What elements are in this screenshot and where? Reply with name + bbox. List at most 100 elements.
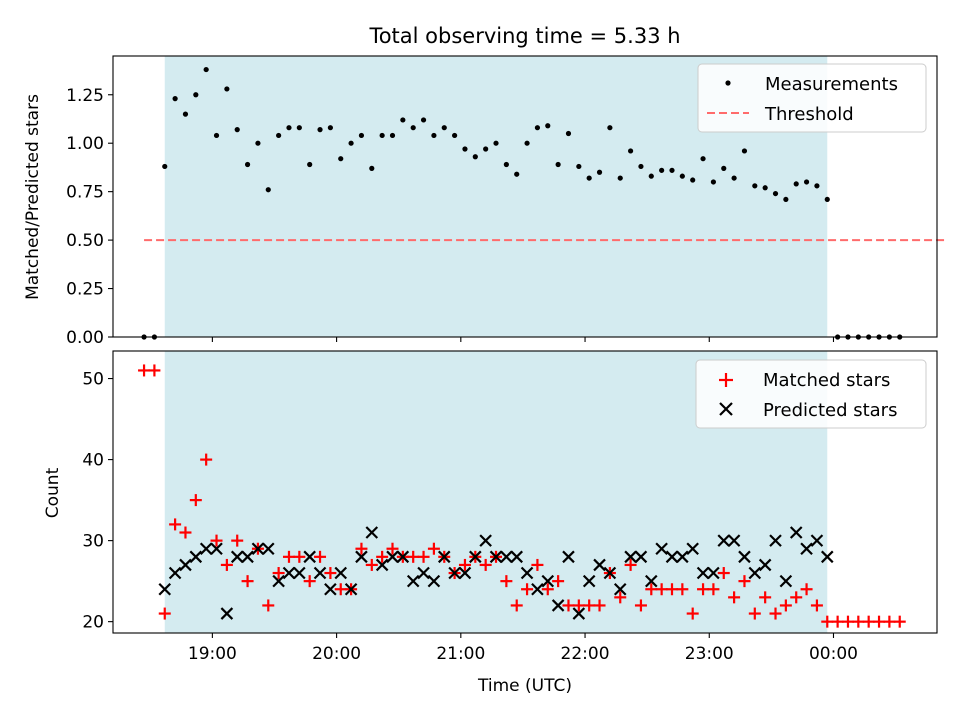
predicted-star-point [810, 534, 824, 547]
matched-star-point [810, 599, 823, 612]
matched-star-point [334, 583, 347, 596]
predicted-star-point [707, 566, 720, 580]
bottom-axes-frame [112, 350, 938, 634]
predicted-star-point [676, 550, 689, 564]
legend-measurements-marker [725, 80, 731, 86]
matched-star-point [200, 453, 213, 466]
predicted-star-point [551, 599, 565, 612]
legend-predicted-label: Predicted stars [763, 400, 897, 421]
matched-star-point [707, 583, 720, 596]
top-axes-frame [112, 55, 938, 338]
measurement-point [172, 96, 178, 102]
matched-star-point [531, 558, 544, 571]
predicted-star-point [582, 574, 596, 588]
matched-star-point [500, 575, 513, 588]
matched-star-point [262, 599, 275, 612]
predicted-star-point [500, 550, 513, 564]
measurement-point [255, 140, 261, 146]
matched-star-point [417, 550, 430, 563]
measurement-point [648, 173, 654, 179]
matched-star-point [572, 599, 585, 612]
matched-star-point [231, 534, 244, 547]
matched-star-point [686, 607, 699, 620]
matched-star-point [821, 615, 834, 628]
matched-star-point [769, 607, 782, 620]
measurement-point [524, 140, 530, 146]
predicted-star-point [541, 574, 555, 588]
matched-star-point [697, 583, 710, 596]
matched-star-point [738, 575, 751, 588]
predicted-star-point [365, 526, 379, 539]
matched-star-point [355, 542, 368, 555]
predicted-star-point [738, 550, 751, 564]
matched-star-point [593, 599, 606, 612]
predicted-star-point [665, 550, 679, 564]
measurement-point [410, 125, 416, 131]
predicted-star-point [727, 534, 741, 547]
matched-star-point [386, 542, 399, 555]
matched-star-point [179, 526, 192, 539]
predicted-star-point [458, 566, 472, 580]
matched-star-point [873, 615, 886, 628]
predicted-star-point [199, 542, 213, 556]
measurement-point [545, 123, 551, 129]
matched-star-point [521, 583, 534, 596]
matched-star-point [303, 575, 316, 588]
matched-star-point [148, 364, 161, 377]
legend-threshold-label: Threshold [764, 104, 854, 125]
top-panel: 0.00 0.25 0.50 0.75 1.00 1.25 Total observing… [23, 24, 948, 348]
matched-star-point [862, 615, 875, 628]
predicted-star-point [427, 574, 441, 588]
predicted-star-point [334, 566, 348, 580]
measurement-point [431, 132, 437, 139]
predicted-star-point [355, 550, 368, 564]
matched-star-point [272, 567, 285, 580]
measurement-point [824, 196, 830, 203]
predicted-star-point [282, 566, 296, 580]
measurement-point [503, 161, 509, 168]
predicted-star-point [417, 566, 430, 580]
measurement-point [441, 125, 447, 131]
measurement-point [741, 148, 748, 154]
measurement-point [348, 140, 354, 146]
predicted-star-point [510, 550, 523, 564]
measurement-point [286, 125, 292, 131]
measurement-point [814, 183, 820, 189]
predicted-star-point [779, 574, 793, 588]
measurement-point [327, 125, 333, 131]
y-tick-label: 1.00 [66, 134, 104, 154]
legend-predicted-marker [719, 402, 733, 416]
y-tick-label: 0.25 [66, 280, 104, 300]
matched-star-point [893, 615, 906, 628]
predicted-star-point [437, 550, 451, 564]
predicted-star-point [748, 566, 762, 580]
predicted-star-point [406, 574, 420, 588]
measurement-point [400, 117, 406, 123]
matched-star-point [138, 364, 151, 377]
predicted-star-point [717, 534, 731, 547]
measurement-point [731, 175, 737, 181]
measurement-point [607, 125, 613, 131]
predicted-star-point [293, 566, 306, 580]
matched-star-point [790, 591, 803, 604]
predicted-star-point [261, 542, 275, 556]
measurement-point [617, 175, 623, 181]
predicted-star-point [769, 534, 782, 547]
predicted-star-point [624, 550, 637, 564]
measurement-point [296, 125, 302, 131]
x-tick-label: 00:00 [809, 644, 858, 664]
measurement-point [721, 165, 727, 171]
matched-star-point [376, 550, 389, 563]
y-tick-label: 30 [82, 532, 104, 552]
predicted-star-point [272, 574, 285, 588]
measurement-point [389, 132, 396, 139]
matched-star-point [458, 558, 471, 571]
matched-star-point [748, 607, 761, 620]
matched-star-point [158, 607, 171, 620]
predicted-star-point [303, 550, 316, 564]
legend-measurements-label: Measurements [765, 74, 898, 95]
matched-star-point [324, 567, 337, 580]
measurement-point [783, 196, 789, 203]
measurement-point [793, 181, 799, 187]
predicted-star-point [645, 574, 658, 588]
